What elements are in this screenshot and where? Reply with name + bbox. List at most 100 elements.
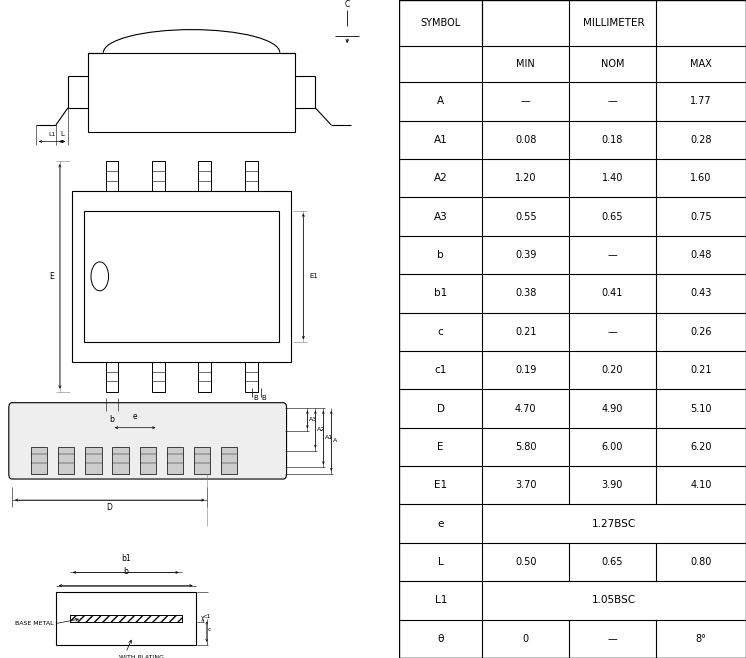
- Text: 0.39: 0.39: [515, 250, 536, 260]
- Text: 0.21: 0.21: [515, 327, 536, 337]
- Bar: [58, 447, 75, 474]
- Bar: [245, 161, 257, 191]
- Text: D: D: [107, 503, 113, 513]
- Text: A1: A1: [325, 435, 333, 440]
- Bar: [198, 161, 211, 191]
- Text: WITH PLATING: WITH PLATING: [119, 655, 163, 658]
- Bar: [88, 53, 295, 132]
- Text: c: c: [438, 327, 444, 337]
- Text: b: b: [123, 567, 128, 576]
- Text: b: b: [437, 250, 444, 260]
- Text: 4.10: 4.10: [690, 480, 712, 490]
- Bar: [140, 447, 156, 474]
- Text: A: A: [437, 97, 445, 107]
- Bar: [70, 615, 181, 622]
- Text: E1: E1: [310, 273, 319, 280]
- Text: 0.20: 0.20: [602, 365, 623, 375]
- Bar: [85, 447, 101, 474]
- Text: 1.40: 1.40: [602, 173, 623, 183]
- Text: c1: c1: [435, 365, 447, 375]
- Text: 1.60: 1.60: [690, 173, 712, 183]
- Bar: [198, 362, 211, 392]
- Text: E: E: [49, 272, 54, 281]
- Text: 4.70: 4.70: [515, 403, 536, 413]
- Text: 8°: 8°: [695, 634, 706, 644]
- Text: A1: A1: [434, 135, 448, 145]
- Bar: [31, 447, 47, 474]
- Text: 5.10: 5.10: [690, 403, 712, 413]
- Text: 0.65: 0.65: [602, 557, 623, 567]
- Text: MAX: MAX: [690, 59, 712, 69]
- Text: 0.75: 0.75: [690, 212, 712, 222]
- Text: —: —: [607, 327, 618, 337]
- Text: c: c: [207, 627, 211, 632]
- Text: 4.90: 4.90: [602, 403, 623, 413]
- Text: 0.65: 0.65: [602, 212, 623, 222]
- Text: c1: c1: [204, 615, 211, 619]
- Text: SYMBOL: SYMBOL: [421, 18, 461, 28]
- Text: 0: 0: [523, 634, 529, 644]
- Bar: [84, 211, 279, 342]
- FancyBboxPatch shape: [9, 403, 286, 479]
- Text: B: B: [254, 395, 258, 401]
- Text: 0.18: 0.18: [602, 135, 623, 145]
- Text: BASE METAL: BASE METAL: [15, 621, 54, 626]
- Text: MIN: MIN: [516, 59, 535, 69]
- Text: 3.70: 3.70: [515, 480, 536, 490]
- Bar: [113, 447, 128, 474]
- Text: 0.38: 0.38: [515, 288, 536, 298]
- Text: 1.20: 1.20: [515, 173, 536, 183]
- Text: b: b: [110, 415, 114, 424]
- Bar: [152, 161, 165, 191]
- Text: B: B: [261, 395, 266, 401]
- Text: 3.90: 3.90: [602, 480, 623, 490]
- Bar: [56, 592, 195, 645]
- Text: A3: A3: [434, 212, 448, 222]
- Text: C: C: [345, 0, 350, 9]
- Text: 1.27BSC: 1.27BSC: [592, 519, 636, 528]
- Text: —: —: [521, 97, 530, 107]
- Text: b1: b1: [121, 553, 131, 563]
- Text: 5.80: 5.80: [515, 442, 536, 452]
- Text: 0.08: 0.08: [515, 135, 536, 145]
- Text: 0.43: 0.43: [690, 288, 712, 298]
- Bar: [105, 161, 119, 191]
- Bar: [245, 362, 257, 392]
- Bar: [221, 447, 237, 474]
- Text: —: —: [607, 634, 618, 644]
- Text: L: L: [60, 131, 64, 137]
- Text: 0.19: 0.19: [515, 365, 536, 375]
- Text: 0.21: 0.21: [690, 365, 712, 375]
- Text: 0.41: 0.41: [602, 288, 623, 298]
- Text: 0.28: 0.28: [690, 135, 712, 145]
- Text: A: A: [333, 438, 336, 443]
- Text: A3: A3: [309, 417, 317, 422]
- Text: —: —: [607, 97, 618, 107]
- Text: e: e: [438, 519, 444, 528]
- Text: L: L: [438, 557, 444, 567]
- Bar: [166, 447, 183, 474]
- Text: A2: A2: [316, 427, 325, 432]
- Text: L1: L1: [435, 595, 447, 605]
- Text: 0.80: 0.80: [690, 557, 712, 567]
- Text: 0.50: 0.50: [515, 557, 536, 567]
- Text: 0.26: 0.26: [690, 327, 712, 337]
- Bar: [105, 362, 119, 392]
- Text: e: e: [133, 412, 137, 421]
- Text: E1: E1: [434, 480, 448, 490]
- Text: 1.05BSC: 1.05BSC: [592, 595, 636, 605]
- Text: L1: L1: [48, 132, 55, 137]
- Text: MILLIMETER: MILLIMETER: [583, 18, 645, 28]
- Text: E: E: [437, 442, 444, 452]
- Text: 6.00: 6.00: [602, 442, 623, 452]
- Bar: [194, 447, 210, 474]
- Text: θ: θ: [437, 634, 444, 644]
- Text: 1.77: 1.77: [690, 97, 712, 107]
- Text: b1: b1: [434, 288, 448, 298]
- Text: D: D: [436, 403, 445, 413]
- Text: 0.48: 0.48: [690, 250, 712, 260]
- Text: —: —: [607, 250, 618, 260]
- Text: NOM: NOM: [601, 59, 624, 69]
- Bar: [72, 191, 292, 362]
- Text: 6.20: 6.20: [690, 442, 712, 452]
